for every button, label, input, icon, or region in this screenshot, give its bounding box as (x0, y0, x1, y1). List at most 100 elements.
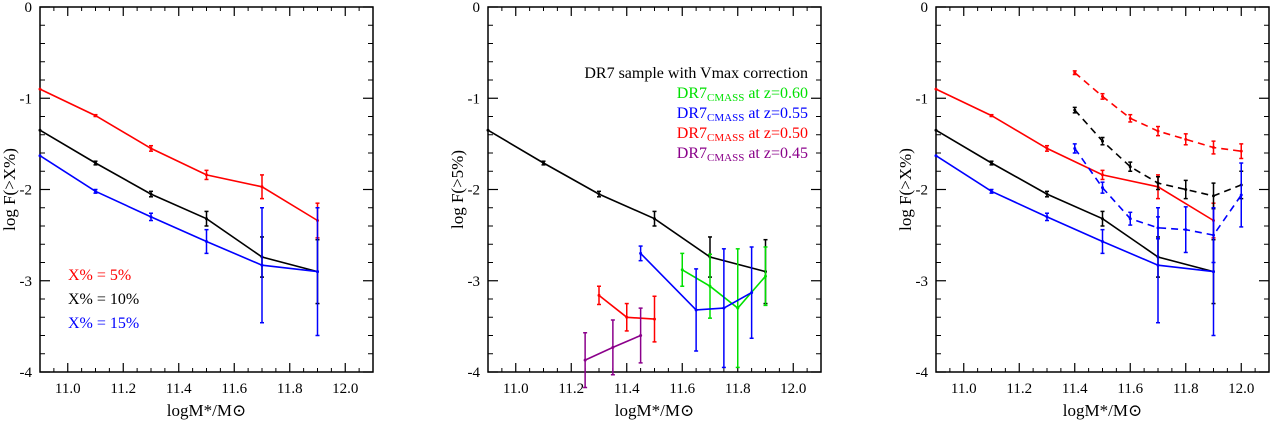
series-line (935, 129, 1214, 273)
y-tick-label: -1 (916, 91, 929, 107)
y-tick-label: 0 (473, 0, 481, 16)
data-point (94, 114, 97, 118)
data-point (38, 128, 42, 132)
data-point (611, 345, 615, 349)
data-point (736, 306, 740, 310)
data-point (1212, 194, 1215, 198)
data-point (694, 308, 698, 312)
x-tick-label: 11.0 (951, 381, 977, 397)
data-point (990, 189, 993, 193)
legend-entry: DR7CMASS at z=0.50 (677, 125, 808, 144)
series-line (640, 252, 752, 311)
series-3 (638, 245, 754, 369)
x-tick-label: 11.0 (503, 381, 529, 397)
data-point (1128, 116, 1132, 120)
series-5 (583, 307, 643, 389)
chart-panel-2: 11.0 11.2 11.4 11.6 11.8 12.0 0 -1 -2 -3 -4 logM*/M… (448, 0, 822, 420)
data-point (1156, 263, 1160, 267)
data-point (149, 215, 153, 219)
data-point (1045, 146, 1049, 150)
legend-entry: X% = 15% (68, 315, 139, 332)
data-point (1045, 192, 1049, 196)
data-point (1101, 217, 1104, 221)
legend-entry: DR7CMASS at z=0.45 (677, 145, 808, 164)
data-point (934, 154, 938, 158)
y-tick-label: -2 (20, 183, 33, 199)
data-point (38, 87, 42, 91)
y-tick-label: -2 (468, 183, 481, 199)
legend-entry: X% = 5% (68, 267, 131, 284)
data-point (1101, 139, 1104, 143)
data-point (542, 161, 545, 165)
series-line (39, 129, 318, 273)
series-line (935, 155, 1214, 273)
x-axis-label: logM*/M⊙ (1063, 401, 1142, 420)
data-point (1184, 137, 1188, 141)
x-tick-label: 11.0 (55, 381, 81, 397)
data-point (597, 192, 601, 196)
legend-title: DR7 sample with Vmax correction (584, 65, 808, 82)
chart-panel-1: 11.0 11.2 11.4 11.6 11.8 12.0 0 -1 -2 -3 -4 logM*/M… (0, 0, 374, 420)
x-tick-label: 12.0 (332, 381, 358, 397)
y-tick-label: 0 (25, 0, 33, 16)
data-point (1073, 71, 1077, 75)
data-point (205, 240, 208, 244)
y-axis-label: log F(>X%) (896, 148, 915, 231)
legend-entry: DR7CMASS at z=0.60 (677, 85, 808, 104)
legend: X% = 5% X% = 10% X% = 15% (68, 267, 139, 332)
data-point (597, 293, 601, 297)
data-point (1128, 217, 1132, 221)
data-point (1239, 149, 1243, 153)
data-point (1239, 193, 1243, 197)
data-point (653, 217, 656, 221)
data-point (1101, 186, 1104, 190)
data-point (316, 270, 319, 274)
data-point (750, 291, 754, 295)
series-2 (934, 128, 1216, 305)
data-point (764, 274, 767, 278)
y-tick-label: -2 (916, 183, 929, 199)
data-point (625, 315, 629, 319)
x-tick-label: 11.6 (221, 381, 247, 397)
legend: DR7 sample with Vmax correction DR7CMASS … (584, 65, 808, 164)
y-axis-label: log F(>X%) (0, 148, 19, 231)
data-point (1073, 146, 1077, 150)
data-point (1184, 228, 1188, 232)
data-point (934, 87, 938, 91)
data-point (94, 161, 97, 165)
data-point (205, 217, 208, 221)
data-point (680, 268, 684, 272)
x-tick-label: 11.8 (725, 381, 751, 397)
data-point (990, 161, 993, 165)
series-3 (934, 154, 1216, 337)
y-tick-label: -1 (20, 91, 33, 107)
x-axis-label: logM*/M⊙ (615, 401, 694, 420)
x-tick-label: 11.8 (1173, 381, 1199, 397)
data-point (934, 128, 938, 132)
x-tick-label: 11.4 (1062, 381, 1088, 397)
data-point (639, 251, 643, 255)
data-point (260, 185, 264, 189)
data-point (1101, 240, 1104, 244)
x-tick-label: 11.2 (110, 381, 136, 397)
data-point (722, 306, 726, 310)
y-axis-label: log F(>5%) (448, 150, 467, 229)
data-point (94, 189, 97, 193)
data-point (708, 284, 712, 288)
y-tick-label: 0 (921, 0, 929, 16)
x-tick-label: 11.2 (1006, 381, 1032, 397)
data-point (1212, 270, 1215, 274)
series-line (39, 155, 318, 273)
data-point (1212, 146, 1215, 150)
x-tick-label: 11.2 (558, 381, 584, 397)
series-line (39, 88, 318, 222)
data-point (260, 263, 264, 267)
data-point (149, 146, 153, 150)
x-tick-label: 11.6 (669, 381, 695, 397)
y-tick-label: -4 (468, 365, 481, 381)
series-4 (597, 285, 657, 343)
data-point (653, 317, 656, 321)
x-tick-label: 11.4 (166, 381, 192, 397)
x-tick-label: 12.0 (780, 381, 806, 397)
